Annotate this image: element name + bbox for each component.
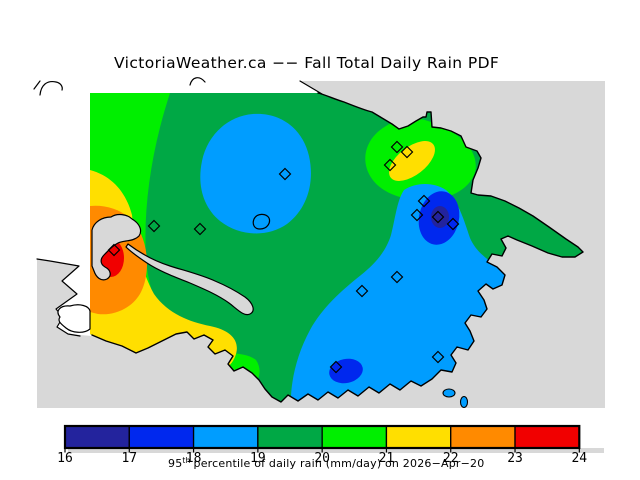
colorbar-tick-label: 17 <box>121 451 137 466</box>
colorbar-tick-label: 20 <box>314 451 330 466</box>
colorbar-cell <box>385 425 452 449</box>
colorbar <box>64 425 580 449</box>
station-marker <box>355 284 369 298</box>
contour-region-16-17-core <box>431 206 449 228</box>
station-marker <box>278 167 292 181</box>
islet <box>459 395 469 409</box>
colorbar-tick-label: 24 <box>571 451 587 466</box>
colorbar-tick-label: 18 <box>186 451 202 466</box>
station-marker <box>193 222 207 236</box>
station-markers <box>107 140 460 374</box>
islet <box>442 388 456 398</box>
coastline <box>91 92 584 403</box>
colorbar-tick-label: 21 <box>379 451 395 466</box>
station-marker <box>329 360 343 374</box>
colorbar-cell <box>321 425 388 449</box>
colorbar-cell <box>128 425 195 449</box>
map-title: VictoriaWeather.ca −− Fall Total Daily R… <box>114 54 499 72</box>
caption-rest: percentile of daily rain (mm/day) on 202… <box>194 457 485 470</box>
west-shore-coastline <box>36 258 81 337</box>
station-marker <box>431 210 445 224</box>
station-marker <box>383 158 397 172</box>
harbour-inlet <box>91 213 142 281</box>
colorbar-caption: 95th percentile of daily rain (mm/day) on… <box>168 456 484 470</box>
colorbar-tick-label: 22 <box>443 451 459 466</box>
colorbar-tick-label: 16 <box>57 451 73 466</box>
station-marker <box>410 208 424 222</box>
lake-outline <box>252 213 271 230</box>
lagoon <box>57 304 91 333</box>
station-marker <box>417 194 431 208</box>
colorbar-cell <box>192 425 259 449</box>
caption-pre: 95 <box>168 457 182 470</box>
inlet-tip-coastline-2 <box>189 77 206 86</box>
northeast-shore-coastline <box>299 80 323 95</box>
station-marker <box>400 145 414 159</box>
station-marker <box>390 270 404 284</box>
station-marker <box>147 219 161 233</box>
station-marker <box>107 243 121 257</box>
colorbar-cell <box>257 425 323 449</box>
colorbar-ticks: 16 17 18 19 20 21 22 23 24 <box>57 448 587 466</box>
station-marker <box>431 350 445 364</box>
colorbar-tick-label: 19 <box>250 451 266 466</box>
contour-region-21-22-northeast <box>389 141 435 181</box>
colorbar-cell <box>514 425 580 449</box>
tidal-channel <box>125 243 254 316</box>
station-marker <box>446 217 460 231</box>
colorbar-tick-label: 23 <box>507 451 523 466</box>
colorbar-cell <box>450 425 516 449</box>
inlet-tip-coastline <box>33 80 63 96</box>
contour-region-17-18-south <box>329 358 363 384</box>
station-marker <box>390 140 404 154</box>
contour-region-18-19-upper <box>200 113 311 234</box>
colorbar-cell <box>64 425 130 449</box>
caption-superscript: th <box>182 456 190 465</box>
colorbar-shadow <box>68 448 604 453</box>
